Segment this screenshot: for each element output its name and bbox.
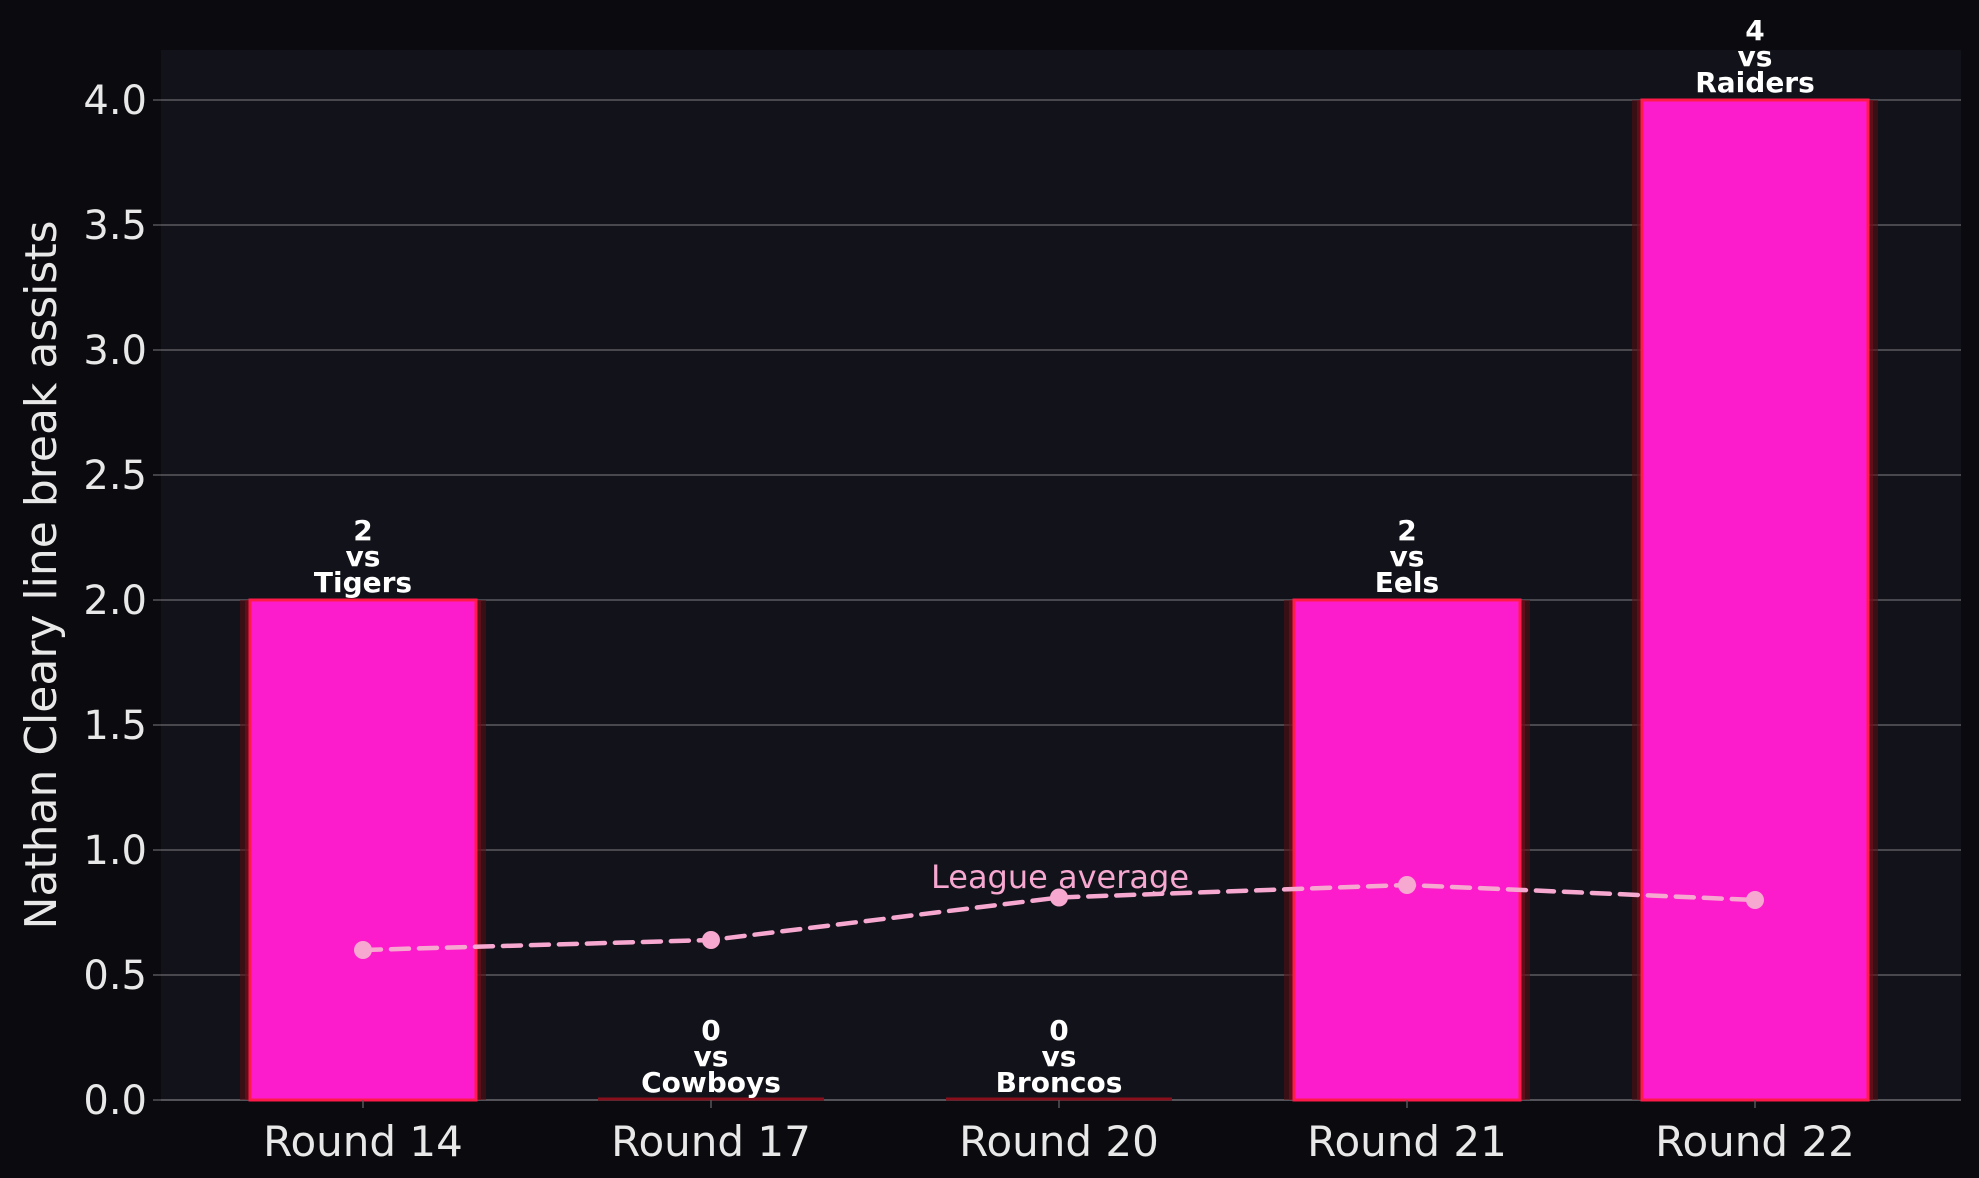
x-tick-label: Round 14 [263,1117,463,1166]
y-tick-label: 4.0 [83,78,147,124]
y-tick-label: 2.5 [83,453,147,499]
bars [240,98,1878,1102]
y-tick-label: 1.0 [83,828,147,874]
x-tick-label: Round 20 [959,1117,1159,1166]
y-tick-label: 3.0 [83,328,147,374]
y-tick-label: 0.0 [83,1078,147,1124]
bar-label: 0 [1049,1014,1068,1047]
league-average-point [354,941,372,959]
bar [1640,98,1870,1102]
bar-label: vs [694,1040,729,1073]
bar-label: Cowboys [641,1066,781,1099]
y-axis-ticks: 0.0 0.5 1.0 1.5 2.0 2.5 3.0 3.5 4.0 [83,78,161,1124]
league-average-point [1398,876,1416,894]
bar [248,598,478,1102]
bar-label: Broncos [996,1066,1123,1099]
league-average-annotation: League average [931,858,1189,896]
league-average-line [354,876,1764,959]
bar-label: Tigers [314,566,412,599]
bar-label: Raiders [1695,66,1815,99]
y-tick-label: 3.5 [83,203,147,249]
x-tick-label: Round 21 [1307,1117,1507,1166]
x-tick-label: Round 17 [611,1117,811,1166]
league-average-point [1050,888,1068,907]
bar-label: vs [346,540,381,573]
bar-label: vs [1042,1040,1077,1073]
bar-labels: 2vsTigers0vsCowboys0vsBroncos2vsEels4vsR… [314,14,1815,1099]
league-average-point [702,931,720,949]
y-axis-label: Nathan Cleary line break assists [16,220,67,929]
bar-label: 4 [1745,14,1764,47]
y-tick-label: 1.5 [83,703,147,749]
bar-label: 2 [1397,514,1416,547]
y-tick-label: 2.0 [83,578,147,624]
bar-label: vs [1390,540,1425,573]
bar-label: 2 [353,514,372,547]
x-axis-ticks: Round 14 Round 17 Round 20 Round 21 Round 22 [263,1100,1855,1166]
bar-label: 0 [701,1014,720,1047]
bar-label: vs [1738,40,1773,73]
bar-label: Eels [1375,566,1439,599]
x-tick-label: Round 22 [1655,1117,1855,1166]
league-average-point [1746,891,1764,909]
y-tick-label: 0.5 [83,953,147,999]
bar [1292,598,1522,1102]
